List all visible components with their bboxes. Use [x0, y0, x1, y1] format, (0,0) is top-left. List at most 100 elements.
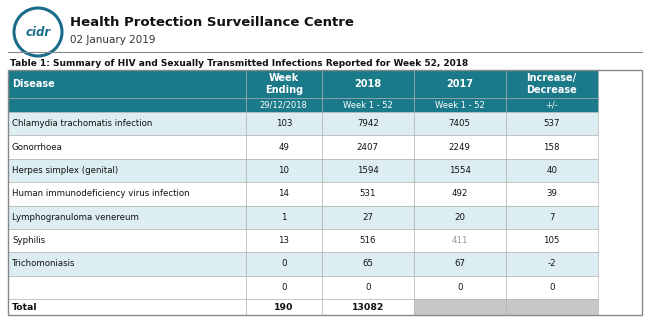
Bar	[506, 276, 597, 299]
Bar	[246, 159, 322, 182]
Text: 14: 14	[278, 189, 289, 198]
Bar	[506, 70, 597, 98]
Text: 0: 0	[457, 283, 463, 292]
Text: 190: 190	[274, 302, 294, 311]
Bar	[322, 276, 414, 299]
Text: 2018: 2018	[354, 79, 382, 89]
Bar	[414, 98, 506, 112]
Text: Disease: Disease	[12, 79, 55, 89]
Text: Total: Total	[12, 302, 38, 311]
Bar	[506, 205, 597, 229]
Bar	[8, 182, 246, 205]
Text: 1554: 1554	[448, 166, 471, 175]
Bar	[322, 98, 414, 112]
Text: Syphilis: Syphilis	[12, 236, 46, 245]
Bar	[322, 229, 414, 252]
Bar	[246, 299, 322, 315]
Text: +/-: +/-	[545, 100, 558, 109]
Text: 537: 537	[543, 119, 560, 128]
Bar	[506, 135, 597, 159]
Bar	[322, 299, 414, 315]
Text: Week 1 - 52: Week 1 - 52	[435, 100, 485, 109]
Text: 0: 0	[281, 260, 287, 268]
Text: 2017: 2017	[446, 79, 473, 89]
Text: 40: 40	[546, 166, 557, 175]
Bar	[506, 182, 597, 205]
Bar	[322, 252, 414, 276]
Text: Herpes simplex (genital): Herpes simplex (genital)	[12, 166, 118, 175]
Bar	[246, 205, 322, 229]
Bar	[414, 182, 506, 205]
Bar	[506, 299, 597, 315]
Bar	[246, 98, 322, 112]
Text: 492: 492	[452, 189, 468, 198]
Text: Table 1: Summary of HIV and Sexually Transmitted Infections Reported for Week 52: Table 1: Summary of HIV and Sexually Tra…	[10, 59, 468, 68]
Circle shape	[14, 8, 62, 56]
Text: 2407: 2407	[357, 143, 379, 152]
Text: Lymphogranuloma venereum: Lymphogranuloma venereum	[12, 213, 139, 222]
Text: 105: 105	[543, 236, 560, 245]
Text: 39: 39	[546, 189, 557, 198]
Text: 10: 10	[278, 166, 289, 175]
Text: 0: 0	[281, 283, 287, 292]
Text: 67: 67	[454, 260, 465, 268]
Text: 531: 531	[359, 189, 376, 198]
Bar	[414, 135, 506, 159]
Text: 13082: 13082	[352, 302, 384, 311]
Text: cidr: cidr	[25, 26, 51, 38]
Text: 20: 20	[454, 213, 465, 222]
Bar	[322, 182, 414, 205]
Bar	[322, 70, 414, 98]
Text: 103: 103	[276, 119, 292, 128]
Bar	[506, 112, 597, 135]
Text: 7405: 7405	[448, 119, 471, 128]
Bar	[414, 112, 506, 135]
Text: Week
Ending: Week Ending	[265, 73, 303, 95]
Bar	[8, 299, 246, 315]
Bar	[8, 70, 642, 315]
Text: Week 1 - 52: Week 1 - 52	[343, 100, 393, 109]
Bar	[414, 252, 506, 276]
Text: Human immunodeficiency virus infection: Human immunodeficiency virus infection	[12, 189, 190, 198]
Bar	[8, 98, 246, 112]
Bar	[506, 98, 597, 112]
Text: 411: 411	[452, 236, 468, 245]
Text: Health Protection Surveillance Centre: Health Protection Surveillance Centre	[70, 15, 354, 28]
Bar	[246, 70, 322, 98]
Bar	[8, 135, 246, 159]
Text: 7942: 7942	[357, 119, 379, 128]
Bar	[322, 159, 414, 182]
Bar	[506, 252, 597, 276]
Bar	[8, 229, 246, 252]
Text: 27: 27	[362, 213, 373, 222]
Bar	[414, 205, 506, 229]
Bar	[8, 276, 246, 299]
Bar	[506, 229, 597, 252]
Text: 29/12/2018: 29/12/2018	[260, 100, 307, 109]
Text: 158: 158	[543, 143, 560, 152]
Bar	[8, 252, 246, 276]
Bar	[322, 205, 414, 229]
Bar	[414, 276, 506, 299]
Text: Chlamydia trachomatis infection: Chlamydia trachomatis infection	[12, 119, 152, 128]
Bar	[414, 70, 506, 98]
Bar	[8, 112, 246, 135]
Bar	[414, 159, 506, 182]
Bar	[414, 299, 506, 315]
Bar	[322, 135, 414, 159]
Text: Increase/
Decrease: Increase/ Decrease	[526, 73, 577, 95]
Bar	[246, 135, 322, 159]
Bar	[322, 112, 414, 135]
Bar	[246, 276, 322, 299]
Text: 7: 7	[549, 213, 554, 222]
Text: 13: 13	[278, 236, 289, 245]
Bar	[8, 70, 246, 98]
Bar	[246, 182, 322, 205]
Bar	[8, 205, 246, 229]
Text: Gonorrhoea: Gonorrhoea	[12, 143, 63, 152]
Text: 0: 0	[549, 283, 554, 292]
Text: 516: 516	[359, 236, 376, 245]
Text: 0: 0	[365, 283, 370, 292]
Bar	[246, 112, 322, 135]
Text: Trichomoniasis: Trichomoniasis	[12, 260, 75, 268]
